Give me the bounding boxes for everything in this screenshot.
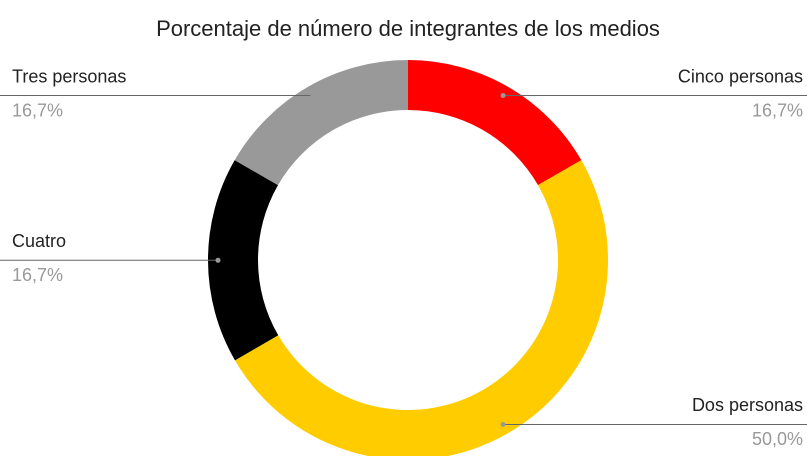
slice-value: 50,0%: [752, 429, 803, 449]
slice-value: 16,7%: [12, 100, 63, 120]
slice-value: 16,7%: [752, 100, 803, 120]
slice: [408, 60, 582, 186]
leader-dot: [500, 93, 506, 99]
chart-title: Porcentaje de número de integrantes de l…: [156, 16, 660, 41]
slice: [207, 160, 279, 361]
slice-value: 16,7%: [12, 265, 63, 285]
slice: [235, 160, 608, 456]
slice-label: Cinco personas: [678, 66, 803, 86]
slice: [234, 59, 408, 186]
slice-label: Cuatro: [12, 231, 66, 251]
slice-label: Dos personas: [692, 395, 803, 415]
slice-label: Tres personas: [12, 66, 126, 86]
leader-dot: [500, 421, 506, 427]
leader-dot: [215, 257, 221, 263]
leader-dot: [310, 93, 316, 99]
